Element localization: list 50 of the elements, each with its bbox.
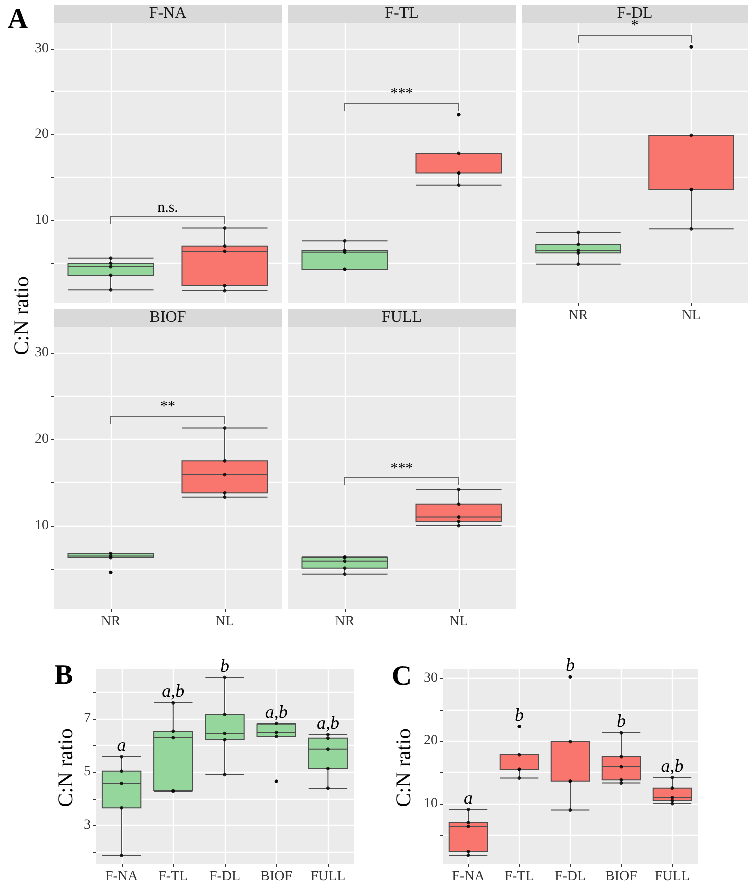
- x-tick-label: F-DL: [209, 870, 241, 884]
- x-tick-label: BIOF: [606, 870, 638, 884]
- y-tick-label: 20: [35, 432, 49, 447]
- x-tick-label: FULL: [655, 870, 690, 884]
- x-tick-label: NL: [450, 614, 468, 630]
- annotation: a: [464, 788, 473, 808]
- annotation: a,b: [316, 712, 340, 733]
- y-tick-label: 20: [424, 734, 438, 749]
- y-tick-label: 30: [35, 41, 49, 56]
- annotation: a,b: [162, 681, 185, 702]
- annotation: b: [566, 655, 575, 676]
- y-axis-title: C:N ratio: [392, 728, 416, 808]
- x-tick-label: FULL: [310, 870, 346, 884]
- annotation: n.s.: [158, 200, 178, 216]
- x-tick-label: F-NA: [452, 870, 486, 884]
- y-tick-label: 30: [424, 670, 438, 686]
- annotation: b: [515, 704, 524, 725]
- x-tick-label: NL: [682, 308, 701, 324]
- x-tick-label: NR: [101, 614, 122, 630]
- y-tick-label: 3: [84, 818, 91, 833]
- y-tick-label: 30: [35, 345, 49, 360]
- x-tick-label: F-NA: [105, 870, 140, 884]
- chart-title: F-TL: [288, 5, 516, 23]
- y-axis-title: C:N ratio: [54, 728, 78, 808]
- x-tick-label: NL: [216, 614, 234, 630]
- chart-title: F-NA: [54, 5, 282, 23]
- y-tick-label: 10: [424, 796, 438, 812]
- annotation: b: [617, 711, 626, 732]
- x-tick-label: F-TL: [158, 870, 188, 884]
- x-tick-label: NR: [568, 308, 589, 324]
- text: A: [8, 4, 28, 36]
- x-tick-label: F-DL: [554, 870, 586, 884]
- x-tick-label: F-TL: [504, 870, 534, 884]
- annotation: a: [117, 735, 126, 756]
- y-tick-label: 20: [35, 127, 49, 142]
- annotation: a,b: [265, 702, 288, 722]
- y-tick-label: 10: [35, 518, 49, 534]
- annotation: ***: [390, 460, 414, 477]
- y-axis-title: C:N ratio: [10, 276, 34, 356]
- annotation: ***: [390, 86, 414, 102]
- y-tick-label: 5: [84, 764, 91, 780]
- annotation: **: [160, 399, 176, 416]
- annotation: b: [220, 656, 230, 676]
- y-tick-label: 7: [84, 712, 91, 727]
- y-tick-label: 10: [35, 213, 49, 228]
- text: C: [392, 661, 412, 693]
- x-tick-label: NR: [335, 614, 356, 630]
- text: B: [54, 660, 74, 692]
- annotation: a,b: [661, 756, 684, 776]
- x-tick-label: BIOF: [260, 870, 293, 884]
